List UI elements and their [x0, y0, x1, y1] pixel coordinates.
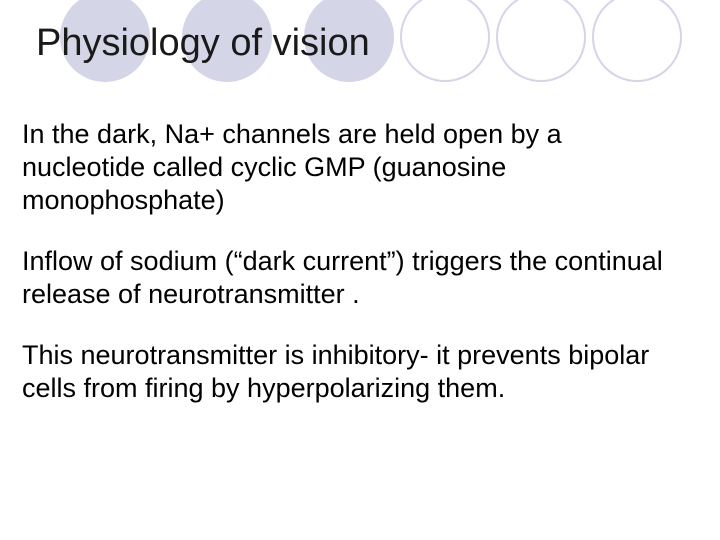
circle-outline-icon — [496, 0, 586, 82]
slide-body: In the dark, Na+ channels are held open … — [22, 118, 690, 433]
paragraph-1: In the dark, Na+ channels are held open … — [22, 118, 690, 217]
paragraph-2: Inflow of sodium (“dark current”) trigge… — [22, 245, 690, 311]
paragraph-3: This neurotransmitter is inhibitory- it … — [22, 339, 690, 405]
slide-title: Physiology of vision — [36, 22, 370, 65]
circle-outline-icon — [400, 0, 490, 82]
circle-outline-icon — [592, 0, 682, 82]
